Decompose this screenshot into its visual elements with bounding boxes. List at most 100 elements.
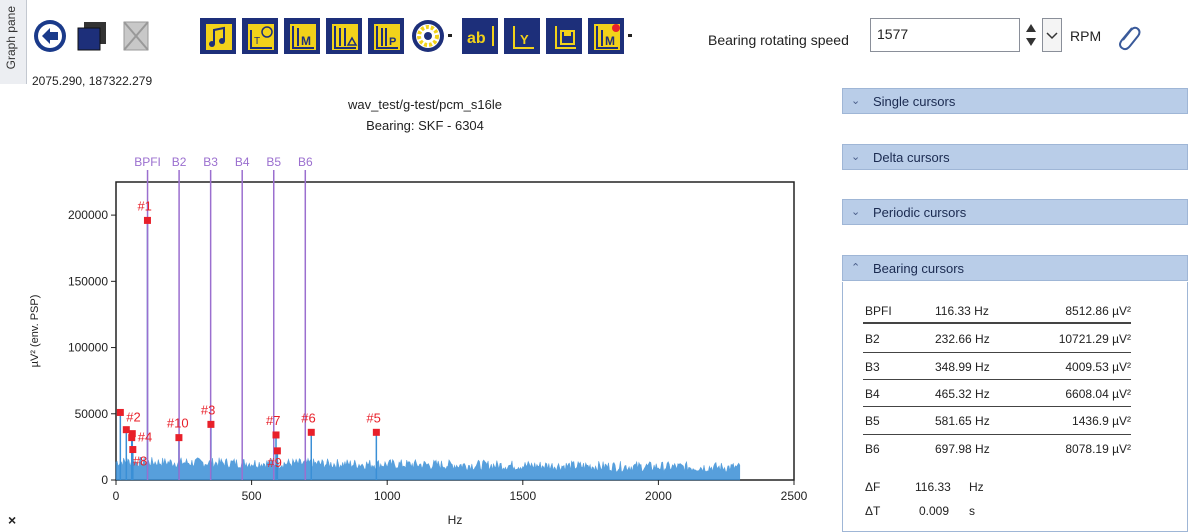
marker-label: #4 (138, 430, 152, 445)
marker-menu-dropdown-arrow[interactable] (628, 34, 632, 37)
multi-marker-button[interactable] (326, 18, 362, 54)
bearing-amp: 8512.86 µV² (1065, 304, 1131, 318)
x-tick-label: 500 (242, 489, 262, 503)
table-row[interactable]: BPFI 116.33 Hz 8512.86 µV² (863, 298, 1131, 324)
bearing-amp: 1436.9 µV² (1072, 414, 1131, 428)
chevron-down-icon (1046, 32, 1058, 40)
marker-point (272, 431, 280, 439)
bearing-line-label: B3 (203, 155, 218, 169)
peak-marker-icon: P (374, 24, 400, 50)
marker-point (175, 434, 183, 442)
marker-label: #8 (133, 454, 147, 469)
speed-spinner[interactable] (1020, 18, 1042, 52)
table-divider (863, 352, 1131, 353)
bearing-button[interactable] (410, 18, 446, 54)
bearing-name: B5 (865, 414, 880, 428)
chevron-up-icon: ⌃ (851, 262, 861, 274)
audio-export-button[interactable] (200, 18, 236, 54)
bearing-freq: 348.99 Hz (935, 360, 990, 374)
periodic-cursors-panel[interactable]: ⌄ Periodic cursors (842, 199, 1188, 225)
marker-point (122, 426, 130, 434)
svg-text:M: M (605, 34, 615, 48)
marker-point (307, 428, 315, 436)
x-tick-label: 1500 (509, 489, 536, 503)
table-row[interactable]: B4 465.32 Hz 6608.04 µV² (863, 381, 1131, 407)
marker-point (128, 430, 136, 438)
y-tick-label: 0 (101, 473, 108, 487)
bearing-freq: 697.98 Hz (935, 442, 990, 456)
spin-down-icon[interactable] (1026, 38, 1036, 46)
bearing-freq: 232.66 Hz (935, 332, 990, 346)
bearing-line-label: B4 (235, 155, 250, 169)
marker-menu-button[interactable]: M (588, 18, 624, 54)
save-button[interactable] (546, 18, 582, 54)
single-cursors-panel[interactable]: ⌄ Single cursors (842, 88, 1188, 114)
y-axis-button[interactable]: Y (504, 18, 540, 54)
marker-label: #3 (201, 402, 215, 417)
marker-icon: M (290, 24, 316, 50)
text-label-button[interactable]: ab (462, 18, 498, 54)
svg-text:ab: ab (467, 30, 486, 47)
bearing-cursors-table: BPFI 116.33 Hz 8512.86 µV² B2 232.66 Hz … (842, 282, 1188, 532)
table-row[interactable]: B5 581.65 Hz 1436.9 µV² (863, 408, 1131, 434)
bearing-line-label: B5 (266, 155, 281, 169)
chart-title: wav_test/g-test/pcm_s16le (348, 97, 502, 112)
window-icon (77, 22, 106, 51)
table-row[interactable]: B6 697.98 Hz 8078.19 µV² (863, 436, 1131, 462)
table-row[interactable]: B2 232.66 Hz 10721.29 µV² (863, 326, 1131, 352)
window-button[interactable] (74, 18, 110, 54)
disabled-image-button[interactable] (116, 18, 152, 54)
table-divider (863, 434, 1131, 435)
x-tick-label: 2000 (645, 489, 672, 503)
y-axis-icon: Y (510, 24, 536, 50)
spectrum-chart[interactable]: BPFI B2 B3 B4 B5 B6 #1 #2 #4 #8 #10 #3 #7 #9 #6 #5 0 500 1… (0, 140, 830, 532)
delta-f-unit: Hz (969, 480, 984, 494)
svg-text:M: M (301, 34, 311, 48)
svg-text:T: T (254, 36, 260, 47)
marker-label: #6 (301, 410, 315, 425)
save-icon (552, 24, 578, 50)
delta-cursors-panel[interactable]: ⌄ Delta cursors (842, 144, 1188, 170)
bearing-cursors-label: Bearing cursors (873, 261, 965, 276)
multi-marker-icon (332, 24, 358, 50)
chart-subtitle: Bearing: SKF - 6304 (366, 118, 484, 133)
marker-point (143, 216, 151, 224)
table-row[interactable]: B3 348.99 Hz 4009.53 µV² (863, 354, 1131, 380)
speed-dropdown[interactable] (1042, 18, 1062, 52)
bearing-amp: 10721.29 µV² (1058, 332, 1131, 346)
y-tick-label: 100000 (68, 341, 108, 355)
single-cursors-label: Single cursors (873, 94, 956, 109)
delta-f-label: ΔF (865, 480, 881, 494)
plot-frame (115, 181, 795, 481)
chevron-down-icon: ⌄ (851, 206, 861, 218)
marker-point (128, 434, 136, 442)
bearing-cursors-panel[interactable]: ⌃ Bearing cursors (842, 255, 1188, 281)
peak-marker-button[interactable]: P (368, 18, 404, 54)
bearing-line-label: B2 (172, 155, 187, 169)
marker-menu-icon: M (594, 24, 620, 50)
bearing-freq: 465.32 Hz (935, 387, 990, 401)
time-waveform-button[interactable]: T (242, 18, 278, 54)
spin-up-icon[interactable] (1026, 24, 1036, 32)
graph-pane-tab[interactable]: Graph pane (0, 0, 27, 84)
x-tick-label: 1000 (374, 489, 401, 503)
close-icon[interactable]: × (8, 512, 17, 528)
back-button[interactable] (32, 18, 68, 54)
marker-button[interactable]: M (284, 18, 320, 54)
spectrum-series (115, 456, 741, 481)
bearing-amp: 8078.19 µV² (1065, 442, 1131, 456)
delta-t-value: 0.009 (919, 504, 950, 518)
bearing-freq: 581.65 Hz (935, 414, 990, 428)
bearing-line-label: B6 (298, 155, 313, 169)
text-label-icon: ab (464, 20, 496, 52)
chevron-down-icon: ⌄ (851, 95, 861, 107)
bearing-dropdown-arrow[interactable] (448, 34, 452, 37)
paperclip-icon[interactable] (1112, 22, 1142, 52)
y-axis-label: µV² (env. PSP) (29, 295, 41, 368)
delta-t-row: ΔT 0.009 s (863, 498, 1131, 524)
speed-input[interactable]: 1577 (870, 18, 1020, 52)
bearing-line-label: BPFI (134, 155, 161, 169)
bearing-amp: 4009.53 µV² (1065, 360, 1131, 374)
marker-label: #7 (266, 413, 280, 428)
y-tick-label: 50000 (75, 407, 109, 421)
